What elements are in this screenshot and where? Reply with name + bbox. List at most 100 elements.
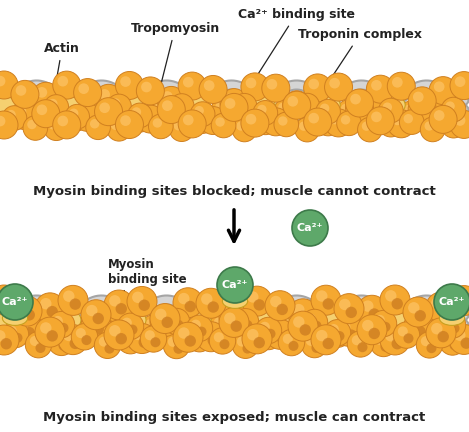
- Ellipse shape: [188, 96, 210, 114]
- Circle shape: [362, 300, 373, 312]
- Circle shape: [424, 98, 434, 107]
- Ellipse shape: [317, 310, 341, 330]
- Circle shape: [369, 328, 380, 339]
- Circle shape: [385, 330, 396, 341]
- Circle shape: [219, 302, 249, 333]
- Circle shape: [301, 309, 328, 336]
- Circle shape: [0, 330, 6, 342]
- Ellipse shape: [57, 310, 81, 330]
- Text: Troponin complex: Troponin complex: [298, 28, 422, 93]
- Circle shape: [246, 78, 257, 88]
- Text: Myosin binding sites blocked; muscle cannot contract: Myosin binding sites blocked; muscle can…: [33, 185, 435, 198]
- Circle shape: [150, 306, 180, 337]
- Circle shape: [86, 315, 98, 327]
- Circle shape: [288, 341, 298, 351]
- Circle shape: [265, 319, 295, 349]
- Circle shape: [316, 111, 340, 136]
- Circle shape: [105, 320, 114, 330]
- Circle shape: [408, 95, 436, 123]
- Circle shape: [99, 313, 109, 323]
- Circle shape: [209, 328, 236, 354]
- Circle shape: [375, 315, 385, 325]
- Circle shape: [416, 309, 443, 335]
- Circle shape: [262, 74, 290, 102]
- Circle shape: [191, 330, 201, 340]
- Circle shape: [429, 105, 457, 133]
- Circle shape: [366, 107, 394, 135]
- Circle shape: [257, 105, 266, 114]
- Circle shape: [11, 80, 39, 108]
- Circle shape: [122, 332, 132, 342]
- Circle shape: [184, 335, 196, 347]
- Circle shape: [136, 77, 164, 105]
- Circle shape: [163, 308, 189, 335]
- Circle shape: [324, 320, 351, 346]
- Circle shape: [48, 329, 75, 356]
- Circle shape: [224, 312, 235, 324]
- Circle shape: [69, 111, 78, 120]
- Ellipse shape: [123, 96, 145, 114]
- Circle shape: [99, 337, 109, 346]
- Circle shape: [393, 322, 420, 348]
- Circle shape: [266, 79, 277, 89]
- Circle shape: [219, 324, 229, 334]
- Circle shape: [17, 319, 29, 330]
- Circle shape: [155, 308, 166, 320]
- Circle shape: [63, 330, 75, 341]
- Ellipse shape: [318, 96, 340, 114]
- Circle shape: [403, 334, 414, 343]
- Circle shape: [99, 89, 110, 100]
- Circle shape: [132, 107, 141, 117]
- Circle shape: [153, 118, 162, 127]
- Circle shape: [224, 308, 235, 319]
- Circle shape: [444, 316, 454, 326]
- Circle shape: [157, 86, 185, 114]
- Circle shape: [0, 284, 33, 320]
- Circle shape: [339, 321, 350, 333]
- Circle shape: [157, 95, 185, 124]
- Circle shape: [199, 76, 227, 103]
- Circle shape: [303, 74, 332, 102]
- Circle shape: [40, 298, 52, 309]
- Circle shape: [283, 91, 311, 119]
- Circle shape: [434, 110, 445, 121]
- Circle shape: [232, 117, 257, 142]
- Circle shape: [6, 109, 15, 118]
- Circle shape: [323, 298, 334, 310]
- Circle shape: [195, 106, 204, 115]
- Circle shape: [186, 325, 213, 352]
- Circle shape: [334, 331, 345, 341]
- Circle shape: [320, 104, 329, 113]
- Circle shape: [174, 344, 183, 354]
- Circle shape: [449, 286, 469, 316]
- Circle shape: [196, 288, 226, 318]
- Text: Myosin binding sites exposed; muscle can contract: Myosin binding sites exposed; muscle can…: [43, 412, 425, 425]
- Circle shape: [7, 326, 17, 336]
- Circle shape: [257, 114, 266, 124]
- Circle shape: [197, 337, 206, 347]
- Circle shape: [95, 84, 122, 112]
- Circle shape: [109, 295, 121, 307]
- Circle shape: [40, 322, 52, 334]
- Circle shape: [90, 100, 99, 109]
- Circle shape: [53, 111, 81, 139]
- Circle shape: [380, 322, 391, 332]
- Circle shape: [201, 327, 212, 338]
- Circle shape: [209, 313, 236, 339]
- Circle shape: [383, 102, 392, 112]
- Ellipse shape: [252, 310, 276, 330]
- Circle shape: [94, 332, 121, 359]
- Circle shape: [420, 117, 445, 142]
- Circle shape: [140, 326, 166, 352]
- Circle shape: [262, 108, 290, 136]
- Circle shape: [94, 308, 121, 335]
- Circle shape: [78, 83, 89, 94]
- Ellipse shape: [222, 294, 248, 308]
- Circle shape: [346, 330, 357, 341]
- Circle shape: [408, 302, 419, 314]
- Circle shape: [15, 106, 26, 117]
- Text: Ca²⁺: Ca²⁺: [2, 297, 28, 307]
- Circle shape: [197, 327, 206, 337]
- Circle shape: [421, 336, 431, 346]
- Circle shape: [215, 102, 225, 111]
